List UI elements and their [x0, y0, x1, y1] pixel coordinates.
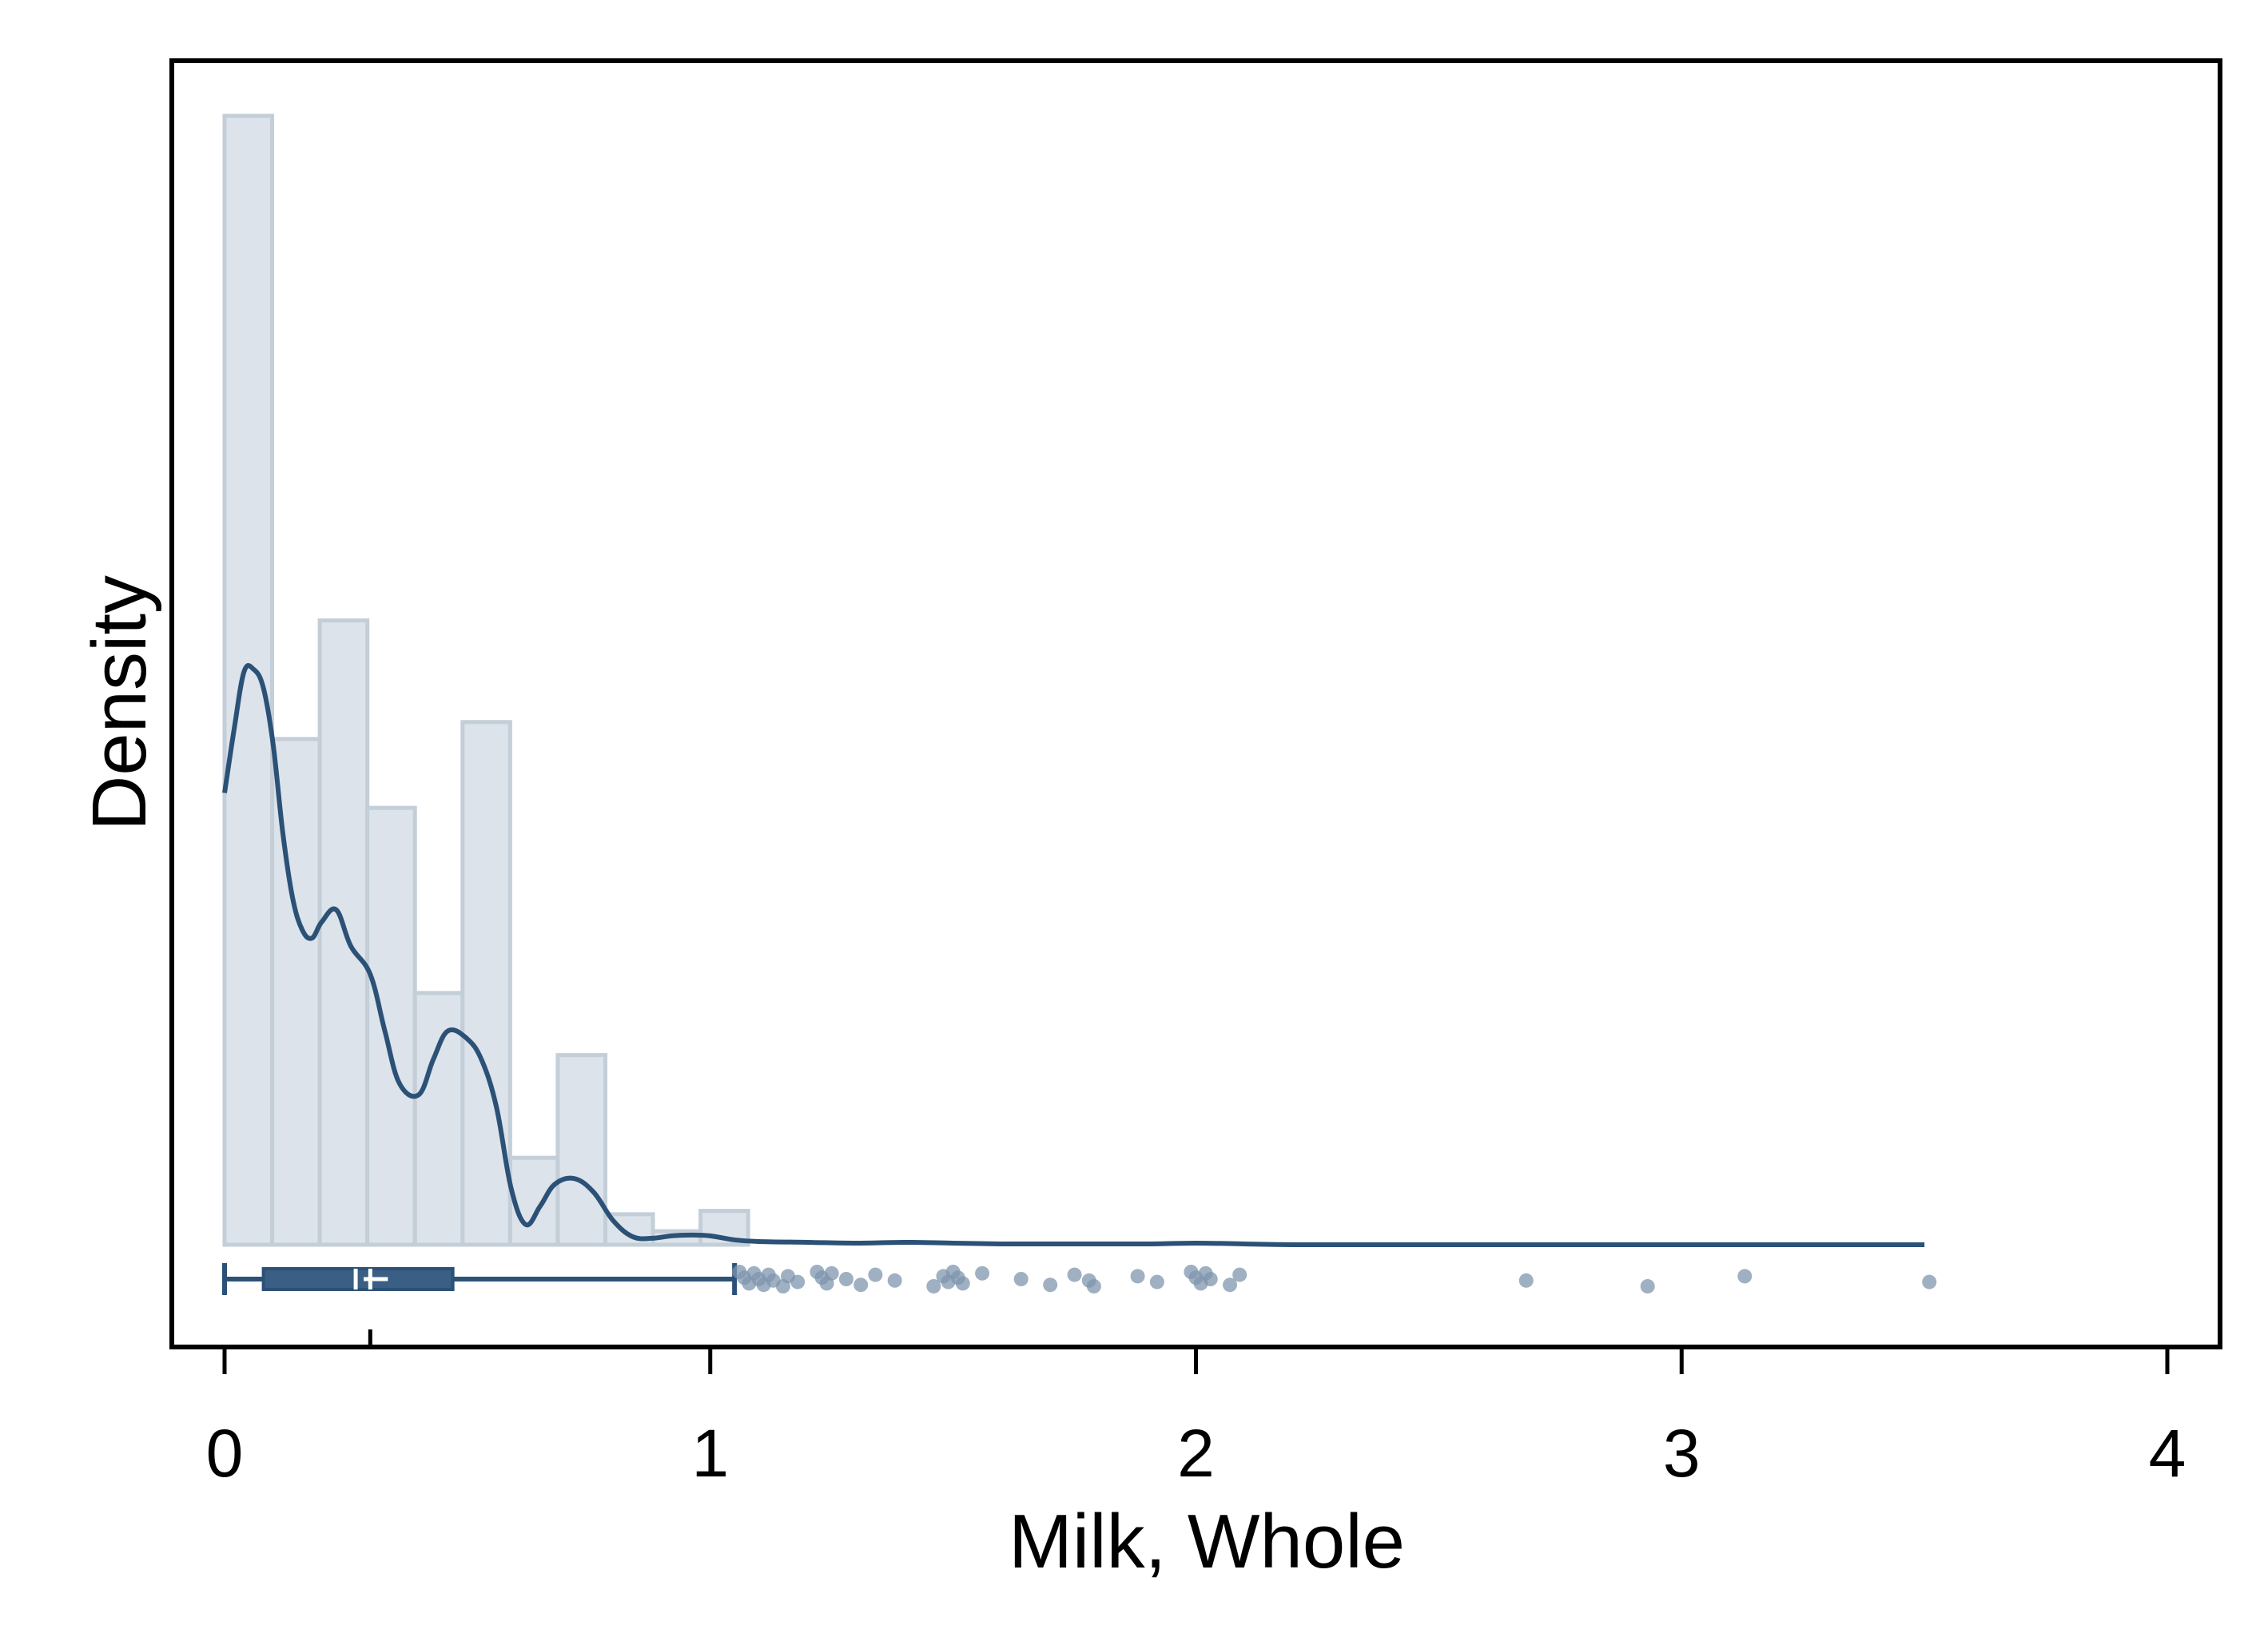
outlier-points [732, 1265, 1937, 1293]
outlier-point [853, 1277, 869, 1293]
outlier-point [790, 1274, 806, 1289]
histogram-bar [222, 113, 275, 1247]
outlier-point [887, 1273, 902, 1288]
histogram-bar [507, 1155, 560, 1247]
outlier-point [926, 1279, 941, 1293]
outlier-point [1922, 1274, 1937, 1289]
x-axis-title: Milk, Whole [1009, 1499, 1405, 1584]
x-tick-label: 4 [2149, 1416, 2186, 1491]
y-axis-title: Density [77, 575, 162, 831]
outlier-point [1149, 1274, 1164, 1289]
outlier-point [1067, 1267, 1082, 1282]
histogram-bar [412, 991, 465, 1247]
x-axis: 0 1 2 3 4 [206, 1329, 2186, 1491]
histogram-bar [460, 720, 512, 1247]
outlier-point [1086, 1279, 1101, 1293]
outlier-point [838, 1272, 853, 1286]
outlier-point [1043, 1277, 1058, 1293]
outlier-point [1223, 1277, 1238, 1293]
outlier-point [1013, 1272, 1029, 1286]
histogram-bar [365, 805, 417, 1247]
outlier-point [975, 1266, 990, 1281]
kde-curve [222, 663, 1925, 1248]
kde-line [222, 663, 1925, 1248]
x-tick-label: 3 [1663, 1416, 1701, 1491]
boxplot [222, 1263, 738, 1295]
x-tick-label: 2 [1177, 1416, 1215, 1491]
histogram-bar [555, 1053, 607, 1247]
x-tick-label: 0 [206, 1416, 244, 1491]
outlier-point [824, 1266, 839, 1281]
outlier-point [1203, 1272, 1218, 1286]
outlier-point [955, 1276, 970, 1291]
iqr-box [261, 1267, 455, 1291]
outlier-point [1640, 1279, 1655, 1293]
outlier-point [1737, 1269, 1753, 1284]
outlier-point [1130, 1269, 1145, 1284]
outlier-point [1518, 1273, 1534, 1288]
outlier-point [1232, 1267, 1247, 1282]
outlier-point [868, 1267, 883, 1282]
x-tick-label: 1 [691, 1416, 729, 1491]
